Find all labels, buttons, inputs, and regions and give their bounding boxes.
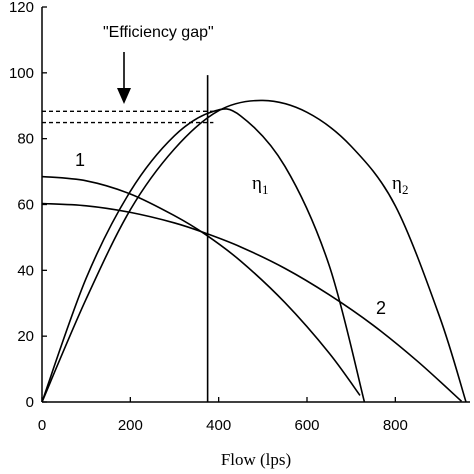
series-1-curve [41, 175, 361, 396]
efficiency-gap-annotation: "Efficiency gap" [103, 24, 214, 41]
y-tick-label: 20 [17, 328, 34, 345]
reference-lines [42, 75, 214, 402]
series-curves [41, 99, 467, 403]
series-eta1-curve [41, 108, 366, 403]
x-tick-label: 0 [38, 417, 46, 434]
y-tick-label: 120 [9, 0, 34, 16]
x-tick-label: 200 [118, 417, 143, 434]
x-tick-label: 400 [206, 417, 231, 434]
x-tick-label: 600 [294, 417, 319, 434]
efficiency-gap-arrowhead [117, 88, 131, 104]
series-eta1-label: η1 [252, 173, 268, 197]
y-tick-label: 60 [17, 197, 34, 214]
y-tick-label: 80 [17, 131, 34, 148]
y-tick-label: 40 [17, 262, 34, 279]
y-axis-ticks: 0 20 40 60 80 100 120 [9, 0, 47, 411]
x-axis-ticks: 0 200 400 600 800 [38, 397, 408, 434]
x-tick-label: 800 [383, 417, 408, 434]
x-axis-title: Flow (lps) [221, 450, 291, 469]
series-eta2-curve [41, 99, 467, 403]
series-1-label: 1 [75, 150, 85, 170]
series-2-label: 2 [376, 298, 386, 318]
y-tick-label: 0 [26, 394, 34, 411]
y-tick-label: 100 [9, 65, 34, 82]
series-2-curve [41, 202, 463, 402]
series-eta2-label: η2 [392, 173, 408, 197]
